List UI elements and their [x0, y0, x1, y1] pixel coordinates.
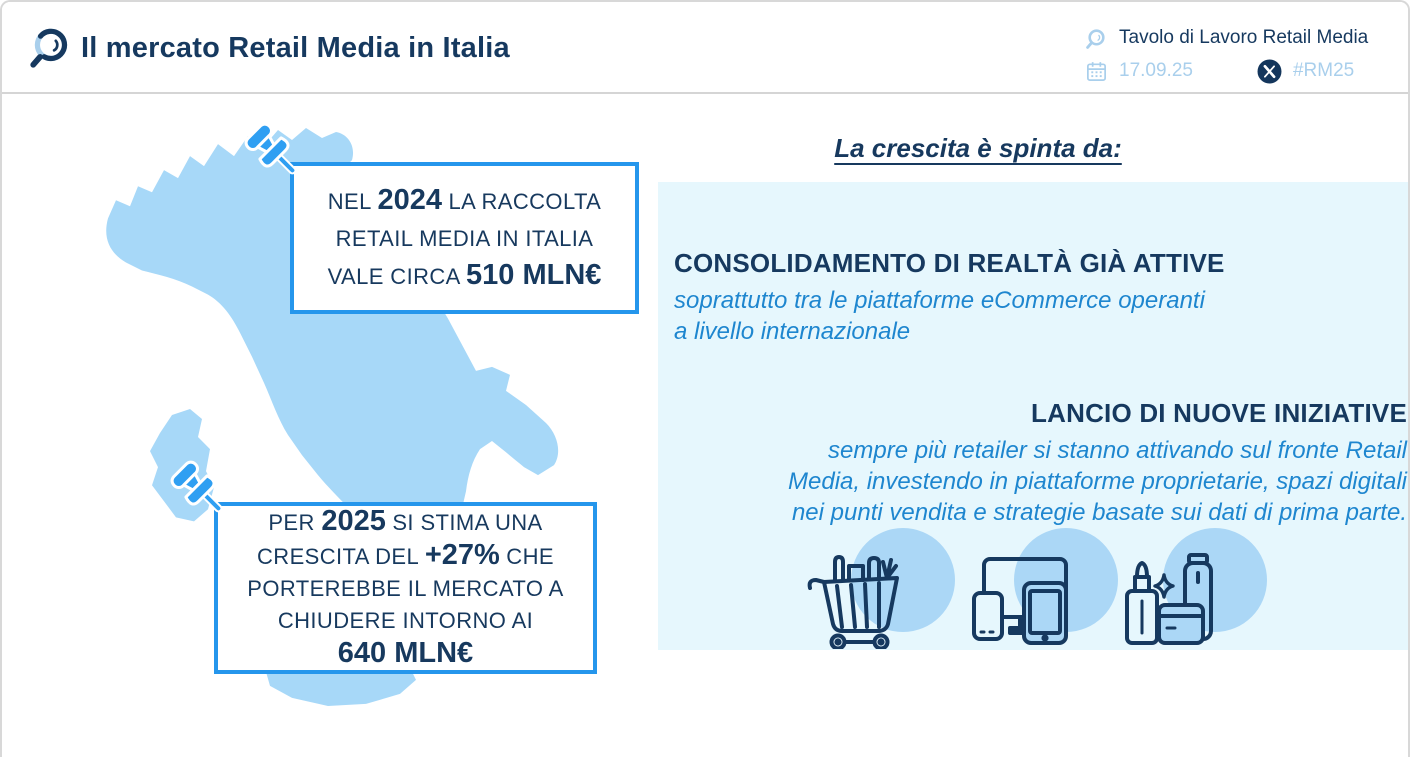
year-2025: 2025 — [321, 505, 386, 537]
grocery-cart-icon — [805, 528, 955, 650]
callout-2025: PER 2025 SI STIMA UNA CRESCITA DEL +27% … — [214, 502, 597, 674]
lancio-title: LANCIO DI NUOVE INIZIATIVE — [1031, 398, 1407, 428]
pushpin-icon — [244, 122, 297, 175]
digital-devices-icon — [968, 528, 1118, 650]
growth-heading: La crescita è spinta da: — [834, 133, 1122, 163]
pushpin-icon — [170, 460, 223, 513]
consolidamento-block: CONSOLIDAMENTO DI REALTÀ GIÀ ATTIVE sopr… — [674, 248, 1225, 347]
magnifier-logo-icon — [30, 28, 68, 68]
header-meta: Tavolo di Lavoro Retail Media 17.09.25 — [1085, 25, 1397, 84]
event-hashtag: #RM25 — [1292, 60, 1355, 81]
year-2024: 2024 — [377, 183, 442, 216]
value-640: 640 MLN€ — [337, 637, 474, 669]
consolidamento-body: soprattutto tra le piattaforme eCommerce… — [674, 287, 1205, 345]
growth-panel: CONSOLIDAMENTO DI REALTÀ GIÀ ATTIVE sopr… — [658, 182, 1408, 650]
beauty-products-icon — [1117, 528, 1267, 650]
event-row: Tavolo di Lavoro Retail Media — [1085, 25, 1397, 51]
value-510: 510 MLN€ — [466, 258, 602, 291]
lancio-block: LANCIO DI NUOVE INIZIATIVE sempre più re… — [788, 398, 1407, 528]
date-row: 17.09.25 #RM25 — [1085, 58, 1397, 84]
callout-2024: NEL 2024 LA RACCOLTA RETAIL MEDIA IN ITA… — [290, 162, 639, 314]
growth-27pct: +27% — [424, 539, 500, 571]
lancio-body: sempre più retailer si stanno attivando … — [788, 437, 1407, 526]
event-name: Tavolo di Lavoro Retail Media — [1119, 27, 1369, 48]
header: Il mercato Retail Media in Italia Tavolo… — [2, 2, 1408, 94]
consolidamento-title: CONSOLIDAMENTO DI REALTÀ GIÀ ATTIVE — [674, 248, 1225, 278]
page-title: Il mercato Retail Media in Italia — [81, 32, 510, 64]
x-social-icon — [1257, 59, 1282, 83]
event-date: 17.09.25 — [1119, 60, 1193, 81]
calendar-icon — [1087, 61, 1106, 81]
magnifier-small-icon — [1086, 28, 1105, 49]
